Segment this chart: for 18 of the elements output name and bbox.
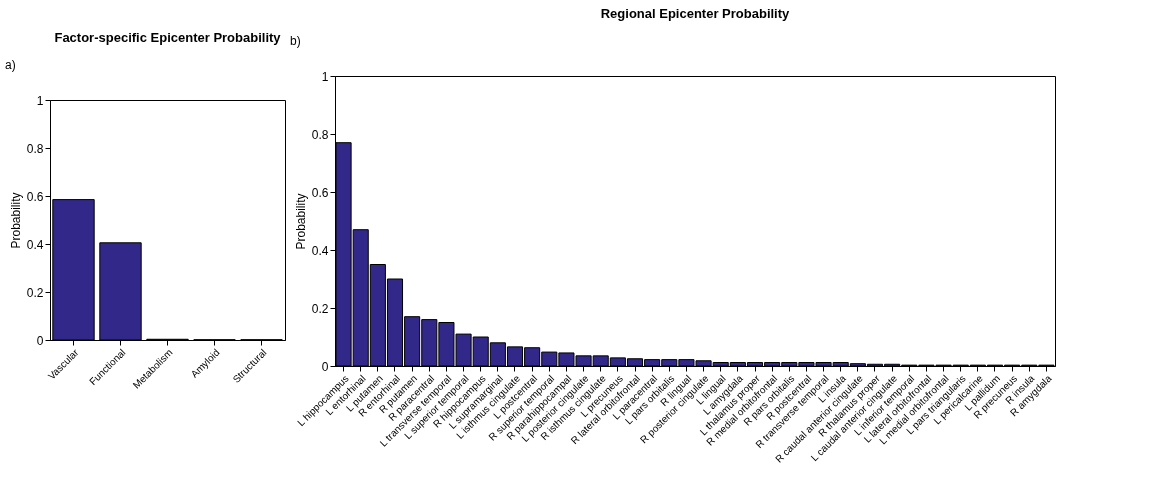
- y-tick-label: 1: [36, 93, 44, 108]
- chart-title: Factor-specific Epicenter Probability: [54, 30, 282, 45]
- y-tick-label: 0.6: [311, 185, 329, 200]
- y-tick-label: 0.2: [26, 285, 44, 300]
- text: b): [290, 34, 301, 48]
- chart-title: Regional Epicenter Probability: [600, 6, 791, 21]
- y-tick-label: 0.4: [311, 243, 329, 258]
- y-tick-label: 1: [321, 69, 329, 84]
- y-tick-label: 0.8: [311, 127, 329, 142]
- y-tick-label: 0.6: [26, 189, 44, 204]
- y-tick-label: 0: [321, 359, 329, 374]
- y-axis-title: Probability: [293, 193, 308, 250]
- y-tick-label: 0: [36, 333, 44, 348]
- y-tick-label: 0.4: [26, 237, 44, 252]
- y-tick-label: 0.2: [311, 301, 329, 316]
- y-axis-title: Probability: [8, 192, 23, 249]
- y-tick-label: 0.8: [26, 141, 44, 156]
- text: a): [5, 58, 16, 72]
